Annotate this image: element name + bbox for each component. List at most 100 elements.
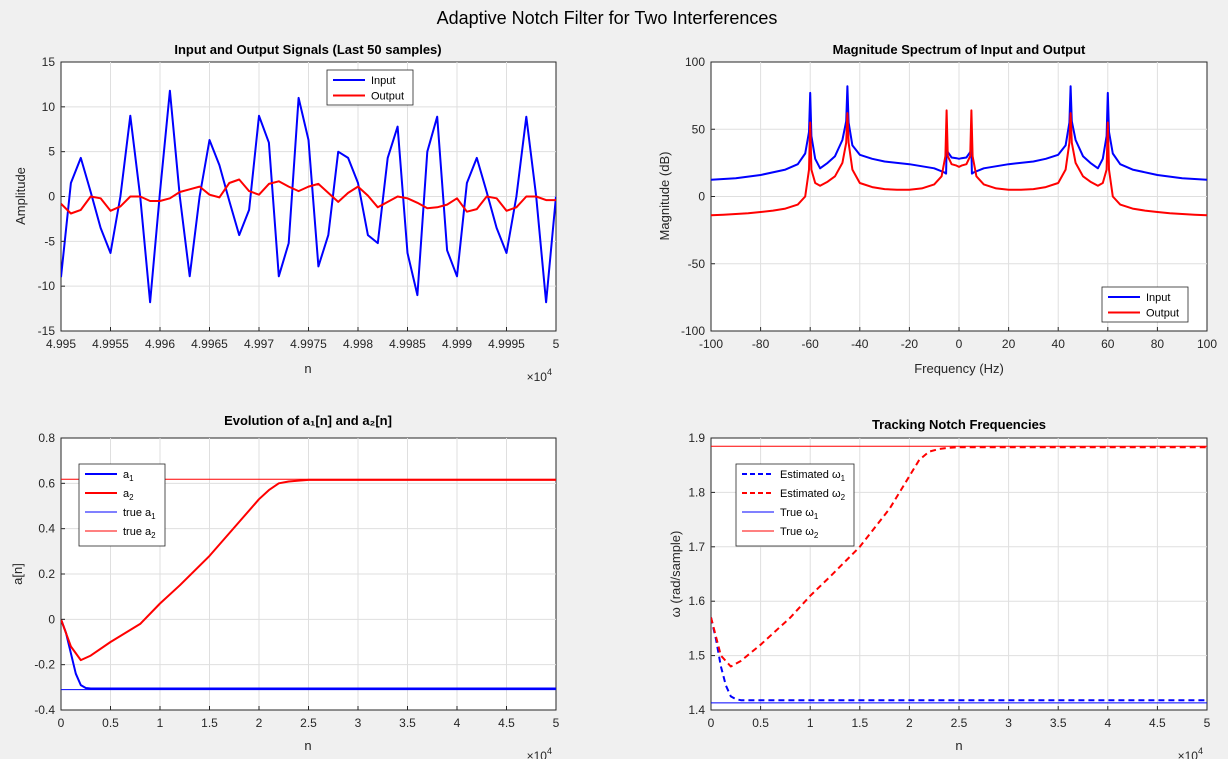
legend-box xyxy=(326,69,414,106)
series-line-estimated-2 xyxy=(711,446,1207,668)
legend-box xyxy=(78,463,166,547)
plot4-title: Tracking Notch Frequencies xyxy=(872,417,1046,432)
x-tick-label: -60 xyxy=(802,337,820,351)
x-tick-label: -20 xyxy=(901,337,919,351)
x-tick-label: 0 xyxy=(956,337,963,351)
plot4-x-exponent: ×104 xyxy=(1178,746,1203,759)
x-tick-label: 2 xyxy=(906,716,913,730)
x-tick-label: 4.5 xyxy=(498,716,515,730)
x-tick-label: 1.5 xyxy=(851,716,868,730)
plot3-ylabel: a[n] xyxy=(10,563,25,585)
y-tick-label: 1.9 xyxy=(688,431,705,445)
figure-suptitle: Adaptive Notch Filter for Two Interferen… xyxy=(437,8,778,28)
x-tick-label: 4 xyxy=(1104,716,1111,730)
x-tick-label: 1 xyxy=(807,716,814,730)
series-line-output xyxy=(711,109,1207,217)
y-tick-label: 0.8 xyxy=(38,431,55,445)
plot1-title: Input and Output Signals (Last 50 sample… xyxy=(174,42,441,57)
plot1-ylabel: Amplitude xyxy=(13,167,28,225)
x-tick-label: 4.5 xyxy=(1149,716,1166,730)
y-tick-label: -0.4 xyxy=(34,703,55,717)
plot3-x-exponent: ×104 xyxy=(527,746,552,759)
legend-label: True ω2 xyxy=(780,526,819,540)
x-tick-label: -100 xyxy=(699,337,723,351)
x-tick-label: 2 xyxy=(256,716,263,730)
y-tick-label: 0.2 xyxy=(38,567,55,581)
x-tick-label: 3.5 xyxy=(1050,716,1067,730)
x-tick-label: 1.5 xyxy=(201,716,218,730)
legend-box xyxy=(735,463,855,547)
plot3-xlabel: n xyxy=(304,738,311,753)
x-tick-label: 4.9965 xyxy=(191,337,228,351)
x-tick-label: 5 xyxy=(1204,716,1211,730)
series-line-estimated-1 xyxy=(711,617,1207,702)
y-tick-label: 1.8 xyxy=(688,485,705,499)
plot4-legend: Estimated ω1 Estimated ω2 True ω1 True ω2 xyxy=(735,463,855,547)
x-tick-label: 4.995 xyxy=(46,337,76,351)
x-tick-label: 4.9985 xyxy=(389,337,426,351)
x-tick-label: 0.5 xyxy=(752,716,769,730)
x-tick-label: 80 xyxy=(1151,337,1165,351)
y-tick-label: 1.6 xyxy=(688,594,705,608)
y-tick-label: -0.2 xyxy=(34,658,55,672)
plot3-legend: a1 a2 true a1 true a2 xyxy=(78,463,166,547)
x-tick-label: 4.9975 xyxy=(290,337,327,351)
legend-label: a1 xyxy=(123,469,134,483)
x-tick-label: 0 xyxy=(58,716,65,730)
y-tick-label: -100 xyxy=(681,324,705,338)
x-tick-label: 3 xyxy=(355,716,362,730)
plot-magnitude-spectrum: Magnitude Spectrum of Input and Output -… xyxy=(657,42,1217,376)
y-tick-label: 0 xyxy=(698,190,705,204)
plot2-xlabel: Frequency (Hz) xyxy=(914,361,1004,376)
x-tick-label: 0.5 xyxy=(102,716,119,730)
legend-label: True ω1 xyxy=(780,507,819,521)
plot-input-output-signals: Input and Output Signals (Last 50 sample… xyxy=(13,42,560,384)
y-tick-label: 1.7 xyxy=(688,540,705,554)
plot4-xlabel: n xyxy=(955,738,962,753)
legend-label: Output xyxy=(371,91,404,103)
y-tick-label: 15 xyxy=(42,55,56,69)
y-tick-label: 10 xyxy=(42,100,56,114)
x-tick-label: 4 xyxy=(454,716,461,730)
legend-label: true a1 xyxy=(123,507,156,521)
x-tick-label: 5 xyxy=(553,716,560,730)
y-tick-label: 1.5 xyxy=(688,649,705,663)
plot2-legend: Input Output xyxy=(1101,286,1189,323)
series-line-input xyxy=(61,89,556,304)
series-line-input xyxy=(711,85,1207,181)
y-tick-label: 0.4 xyxy=(38,522,55,536)
legend-label: Output xyxy=(1146,308,1179,320)
plot4-ylabel: ω (rad/sample) xyxy=(668,531,683,618)
x-tick-label: 3 xyxy=(1005,716,1012,730)
x-tick-label: 4.9995 xyxy=(488,337,525,351)
plot-tracking-notch-frequencies: Tracking Notch Frequencies 0 0.5 1 1.5 2 2.5 3… xyxy=(668,417,1211,759)
legend-label: Estimated ω2 xyxy=(780,488,846,502)
plot3-title: Evolution of a₁[n] and a₂[n] xyxy=(224,413,392,428)
y-tick-label: 100 xyxy=(685,55,705,69)
y-tick-label: -5 xyxy=(44,234,55,248)
x-tick-label: 4.999 xyxy=(442,337,472,351)
legend-label: a2 xyxy=(123,488,134,502)
x-tick-label: 4.998 xyxy=(343,337,373,351)
y-tick-label: 0 xyxy=(48,190,55,204)
x-tick-label: 4.9955 xyxy=(92,337,129,351)
x-tick-label: 0 xyxy=(708,716,715,730)
legend-label: Input xyxy=(371,75,395,87)
x-tick-label: 2.5 xyxy=(951,716,968,730)
x-tick-label: 4.996 xyxy=(145,337,175,351)
y-tick-label: -10 xyxy=(38,279,56,293)
series-line-output xyxy=(61,178,556,215)
y-tick-label: 1.4 xyxy=(688,703,705,717)
x-tick-label: 4.997 xyxy=(244,337,274,351)
x-tick-label: 40 xyxy=(1052,337,1066,351)
plot2-title: Magnitude Spectrum of Input and Output xyxy=(833,42,1086,57)
svg-text:×104: ×104 xyxy=(527,746,552,759)
y-tick-label: 0 xyxy=(48,612,55,626)
x-tick-label: -40 xyxy=(851,337,869,351)
x-tick-label: 20 xyxy=(1002,337,1016,351)
svg-text:×104: ×104 xyxy=(527,367,552,384)
legend-label: Input xyxy=(1146,292,1170,304)
x-tick-label: -80 xyxy=(752,337,770,351)
y-tick-label: -50 xyxy=(688,257,706,271)
